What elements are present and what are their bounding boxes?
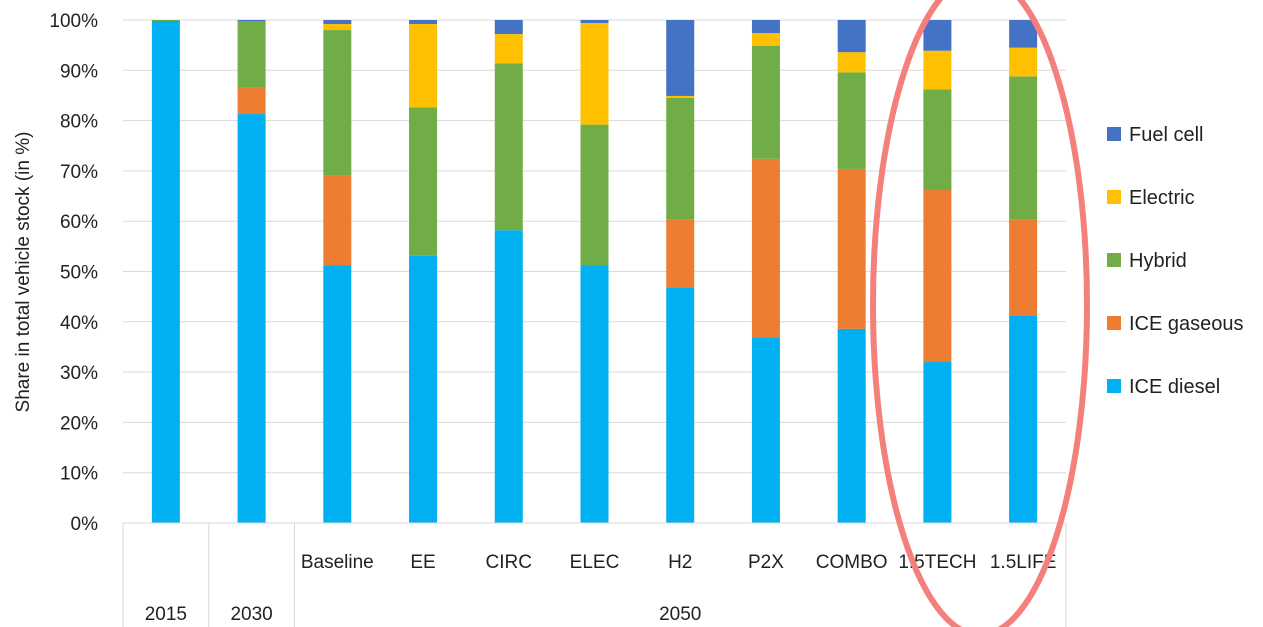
y-tick-label: 90% <box>60 61 98 82</box>
bar-segment <box>923 20 952 51</box>
bar-segment <box>666 97 695 220</box>
legend-label: ICE diesel <box>1129 376 1220 398</box>
bar-segment <box>666 20 695 96</box>
legend-swatch <box>1107 379 1121 393</box>
bar-segment <box>1009 315 1038 523</box>
legend-swatch <box>1107 253 1121 267</box>
bar-segment <box>494 20 523 35</box>
bar-segment <box>666 219 695 288</box>
x-axis: Baseline EE CIRC ELEC H2 P2X COMBO 1.5TECH 1.5LI… <box>122 522 1067 627</box>
y-tick-label: 100% <box>49 11 98 32</box>
bar-segment <box>151 20 180 22</box>
bar-segment <box>237 114 266 523</box>
bar-segment <box>580 124 609 266</box>
x-group-label: 2030 <box>230 604 272 625</box>
bar-segment <box>923 190 952 363</box>
bar-segment <box>837 72 866 169</box>
x-tick-label: EE <box>410 552 435 573</box>
x-tick-label: ELEC <box>570 552 620 573</box>
bar-segment <box>323 20 352 25</box>
legend-swatch <box>1107 316 1121 330</box>
legend-label: Fuel cell <box>1129 124 1203 146</box>
bar-segment <box>837 52 866 73</box>
x-tick-label: 1.5LIFE <box>990 552 1057 573</box>
legend: Fuel cell Electric Hybrid ICE gaseous ICE di… <box>1107 124 1244 398</box>
y-tick-label: 40% <box>60 313 98 334</box>
bar-segment <box>580 20 609 24</box>
bar-segment <box>666 287 695 523</box>
bar-segment <box>751 337 780 523</box>
y-tick-label: 10% <box>60 464 98 485</box>
y-tick-label: 20% <box>60 413 98 434</box>
bar-segment <box>751 45 780 159</box>
y-axis-ticks: 0% 10% 20% 30% 40% 50% 60% 70% 80% 90% 100% <box>49 11 98 535</box>
bar-segment <box>666 95 695 98</box>
x-tick-label: Baseline <box>301 552 374 573</box>
x-tick-label: P2X <box>748 552 784 573</box>
bar-segment <box>1009 76 1038 220</box>
bar-segment <box>323 175 352 266</box>
bar-segment <box>751 33 780 46</box>
bar-segment <box>494 230 523 523</box>
legend-swatch <box>1107 127 1121 141</box>
bar-segment <box>923 89 952 191</box>
bar-segment <box>409 24 438 108</box>
bar-segment <box>494 34 523 64</box>
bar-segment <box>409 20 438 25</box>
bar-segment <box>409 107 438 256</box>
legend-swatch <box>1107 190 1121 204</box>
y-tick-label: 30% <box>60 363 98 384</box>
y-tick-label: 60% <box>60 212 98 233</box>
y-tick-label: 80% <box>60 112 98 133</box>
bar-segment <box>323 24 352 31</box>
x-tick-label: CIRC <box>486 552 532 573</box>
legend-label: Hybrid <box>1129 250 1187 272</box>
y-tick-label: 0% <box>71 514 99 535</box>
bar-segment <box>237 20 266 22</box>
bar-segment <box>323 265 352 523</box>
highlight-ellipse <box>870 0 1090 627</box>
bar-segment <box>151 21 180 523</box>
bar-segment <box>751 158 780 338</box>
legend-label: Electric <box>1129 187 1195 209</box>
bar-segment <box>837 20 866 53</box>
bar-segment <box>1009 219 1038 316</box>
bar-segment <box>923 50 952 90</box>
bar-segment <box>1009 20 1038 48</box>
y-axis-label: Share in total vehicle stock (in %) <box>13 132 34 413</box>
bar-segment <box>751 20 780 34</box>
y-tick-label: 50% <box>60 263 98 284</box>
bar-segment <box>1009 47 1038 77</box>
x-tick-label: COMBO <box>816 552 888 573</box>
bar-segment <box>494 63 523 231</box>
x-group-label: 2015 <box>145 604 187 625</box>
bar-segment <box>409 255 438 524</box>
y-tick-label: 70% <box>60 162 98 183</box>
bars <box>151 20 1038 524</box>
bar-segment <box>923 362 952 523</box>
bar-segment <box>580 23 609 125</box>
legend-label: ICE gaseous <box>1129 313 1244 335</box>
bar-segment <box>237 21 266 88</box>
bar-segment <box>837 328 866 523</box>
bar-segment <box>580 265 609 523</box>
x-group-label: 2050 <box>659 604 701 625</box>
bar-segment <box>237 87 266 115</box>
bar-segment <box>323 30 352 176</box>
x-tick-label: H2 <box>668 552 692 573</box>
bar-segment <box>837 168 866 329</box>
